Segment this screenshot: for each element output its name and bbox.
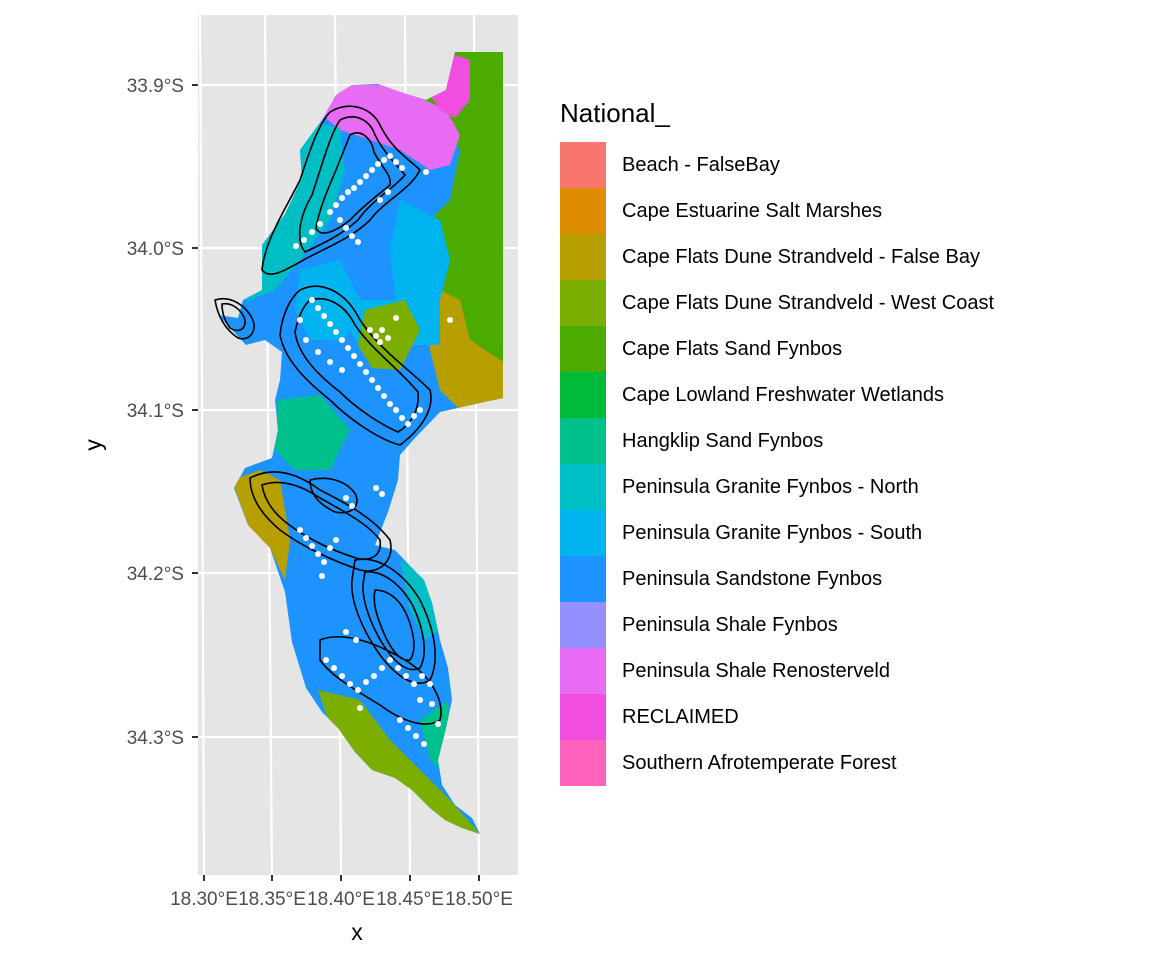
legend-title: National_ — [560, 98, 670, 128]
legend-label: Cape Lowland Freshwater Wetlands — [622, 383, 945, 406]
legend-swatch — [560, 372, 606, 418]
x-axis-title: x — [351, 919, 363, 945]
legend-item: Cape Lowland Freshwater Wetlands — [560, 372, 994, 418]
observation-points — [293, 153, 453, 747]
legend-label: Peninsula Granite Fynbos - North — [622, 475, 919, 498]
legend-item: Cape Flats Sand Fynbos — [560, 326, 994, 372]
legend-item: Peninsula Shale Renosterveld — [560, 648, 994, 694]
legend-item: RECLAIMED — [560, 694, 994, 740]
legend-swatch — [560, 418, 606, 464]
x-tick-label: 18.50°E — [445, 889, 513, 910]
legend-item: Beach - FalseBay — [560, 142, 994, 188]
legend-swatch — [560, 510, 606, 556]
legend-item: Southern Afrotemperate Forest — [560, 740, 994, 786]
legend-swatch — [560, 234, 606, 280]
legend-item: Hangklip Sand Fynbos — [560, 418, 994, 464]
legend-item: Cape Flats Dune Strandveld - False Bay — [560, 234, 994, 280]
legend-swatch — [560, 602, 606, 648]
legend-items: Beach - FalseBay Cape Estuarine Salt Mars… — [560, 142, 994, 786]
y-tick-label: 34.0°S — [127, 239, 184, 260]
axis-ticks — [192, 84, 480, 881]
legend-label: Southern Afrotemperate Forest — [622, 751, 897, 774]
legend-label: Cape Estuarine Salt Marshes — [622, 199, 883, 222]
legend-item: Cape Flats Dune Strandveld - West Coast — [560, 280, 994, 326]
legend-label: Cape Flats Dune Strandveld - False Bay — [622, 245, 980, 268]
legend-swatch — [560, 326, 606, 372]
legend-label: Hangklip Sand Fynbos — [622, 429, 824, 452]
y-tick-label: 33.9°S — [127, 76, 184, 97]
legend-item: Peninsula Granite Fynbos - South — [560, 510, 994, 556]
legend-swatch — [560, 740, 606, 786]
legend-swatch — [560, 188, 606, 234]
legend-item: Peninsula Sandstone Fynbos — [560, 556, 994, 602]
legend-swatch — [560, 464, 606, 510]
legend-item: Cape Estuarine Salt Marshes — [560, 188, 994, 234]
legend-label: Peninsula Granite Fynbos - South — [622, 521, 923, 544]
x-tick-label: 18.45°E — [376, 889, 444, 910]
x-tick-label: 18.40°E — [307, 889, 375, 910]
legend-label: Cape Flats Dune Strandveld - West Coast — [622, 291, 995, 314]
x-tick-label: 18.30°E — [170, 889, 238, 910]
legend: National_ Beach - FalseBay Cape Estuarine… — [560, 98, 994, 786]
legend-swatch — [560, 694, 606, 740]
y-tick-label: 34.3°S — [127, 728, 184, 749]
legend-label: Cape Flats Sand Fynbos — [622, 337, 843, 360]
y-tick-label: 34.2°S — [127, 564, 184, 585]
legend-swatch — [560, 280, 606, 326]
y-tick-label: 34.1°S — [127, 401, 184, 422]
legend-label: Peninsula Shale Renosterveld — [622, 659, 890, 682]
contour-lines — [214, 105, 442, 725]
legend-label: Peninsula Sandstone Fynbos — [622, 567, 883, 590]
legend-item: Peninsula Granite Fynbos - North — [560, 464, 994, 510]
legend-swatch — [560, 142, 606, 188]
legend-swatch — [560, 556, 606, 602]
legend-label: RECLAIMED — [622, 705, 739, 728]
x-tick-label: 18.35°E — [238, 889, 306, 910]
y-axis-title: y — [80, 439, 106, 451]
legend-swatch — [560, 648, 606, 694]
legend-item: Peninsula Shale Fynbos — [560, 602, 994, 648]
legend-label: Peninsula Shale Fynbos — [622, 613, 838, 636]
legend-label: Beach - FalseBay — [622, 153, 780, 176]
